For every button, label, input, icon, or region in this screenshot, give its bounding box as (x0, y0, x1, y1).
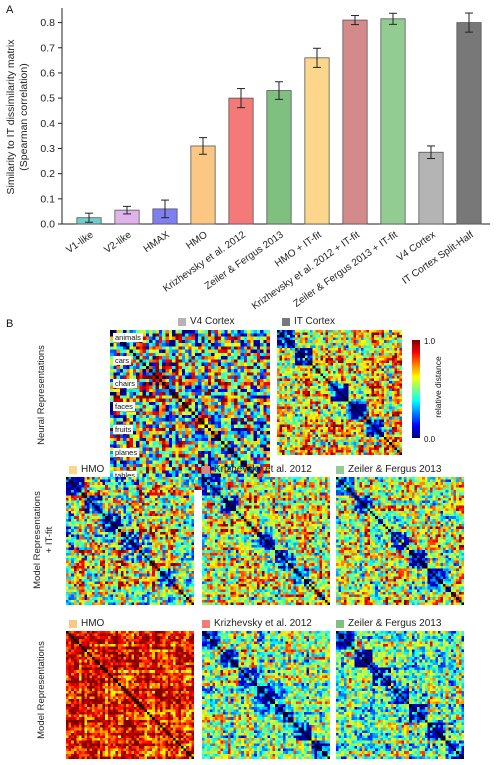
bar (266, 90, 292, 225)
heatmap-it-cortex (277, 330, 402, 455)
colorbar-top-tick: 1.0 (424, 337, 436, 346)
x-tick-label: HMO (184, 229, 210, 252)
bar (190, 145, 216, 225)
y-tick-label: 0.4 (40, 118, 55, 130)
heatmap-title-v4: V4 Cortex (178, 316, 234, 327)
heatmap-title-zeiler: Zeiler & Fergus 2013 (336, 618, 441, 629)
heatmap-title-text: Krizhevsky et al. 2012 (214, 464, 312, 475)
y-tick-label: 0.8 (40, 17, 55, 29)
bar (304, 57, 330, 225)
legend-swatch (178, 317, 186, 326)
y-tick-label: 0.5 (40, 93, 55, 105)
category-label: animals (113, 333, 143, 342)
panel-b-letter: B (6, 318, 14, 330)
heatmap-title-text: Zeiler & Fergus 2013 (348, 464, 442, 475)
category-label: tables (113, 471, 138, 480)
bar (456, 22, 482, 225)
heatmap-title-text: Zeiler & Fergus 2013 (348, 618, 442, 629)
y-tick-label: 0.6 (40, 67, 55, 79)
legend-swatch (202, 465, 210, 474)
heatmap-zeiler-itfit (336, 477, 464, 605)
y-tick-label: 0.1 (40, 193, 55, 205)
bar (418, 151, 444, 225)
y-axis-label-2: (Spearman correlation) (18, 63, 30, 170)
legend-swatch (336, 619, 344, 628)
row-label-model: Model Representations (36, 641, 47, 739)
colorbar-bottom-tick: 0.0 (424, 435, 436, 444)
bar (380, 18, 406, 225)
heatmap-krizhevsky-itfit (202, 477, 330, 605)
heatmap-title-hmo-itfit: HMO (69, 464, 104, 475)
colorbar-label: relative distance (433, 356, 443, 418)
panel-a-letter: A (6, 4, 14, 16)
bar (342, 19, 368, 225)
category-label: chairs (113, 379, 138, 388)
legend-swatch (336, 465, 344, 474)
legend-swatch (69, 465, 77, 474)
y-tick-label: 0.7 (40, 42, 55, 54)
row-label-neural: Neural Representations (36, 345, 47, 445)
category-label: faces (113, 402, 135, 411)
x-tick-label: V1-like (64, 229, 96, 256)
heatmap-v4-cortex (110, 330, 270, 490)
colorbar (412, 340, 420, 438)
category-label: fruits (113, 425, 134, 434)
legend-swatch (202, 619, 210, 628)
y-tick-label: 0.2 (40, 168, 55, 180)
heatmap-hmo-itfit (66, 477, 194, 605)
heatmap-title-zeiler-itfit: Zeiler & Fergus 2013 (336, 464, 441, 475)
x-tick-label: IT Cortex Split-Half (400, 229, 476, 286)
heatmap-title-text: HMO (81, 618, 105, 629)
heatmap-title-text: IT Cortex (294, 316, 335, 327)
legend-swatch (282, 317, 290, 326)
heatmap-krizhevsky (202, 631, 330, 759)
heatmap-title-text: HMO (81, 464, 105, 475)
x-tick-label: HMAX (142, 229, 172, 255)
legend-swatch (69, 619, 77, 628)
heatmap-zeiler (336, 631, 464, 759)
bar (228, 97, 254, 225)
heatmap-title-text: V4 Cortex (190, 316, 235, 327)
heatmap-hmo (66, 631, 194, 759)
bar-chart: 0.0 0.1 0.2 0.3 0.4 0.5 0.6 0.7 0.8 Similarity to… (5, 8, 490, 312)
y-tick-label: 0.3 (40, 143, 55, 155)
x-tick-label: V2-like (102, 229, 134, 256)
heatmap-title-hmo: HMO (69, 618, 104, 629)
heatmap-title-krizhevsky-itfit: Krizhevsky et al. 2012 (202, 464, 312, 475)
heatmap-title-it: IT Cortex (282, 316, 335, 327)
heatmap-title-text: Krizhevsky et al. 2012 (214, 618, 312, 629)
y-axis-label: Similarity to IT dissimilarity matrix (5, 39, 17, 195)
heatmap-title-krizhevsky: Krizhevsky et al. 2012 (202, 618, 312, 629)
category-label: cars (113, 356, 132, 365)
category-label: planes (113, 448, 140, 457)
y-tick-label: 0.0 (40, 219, 55, 231)
row-label-model-itfit: Model Representations + IT-fit (32, 491, 55, 589)
